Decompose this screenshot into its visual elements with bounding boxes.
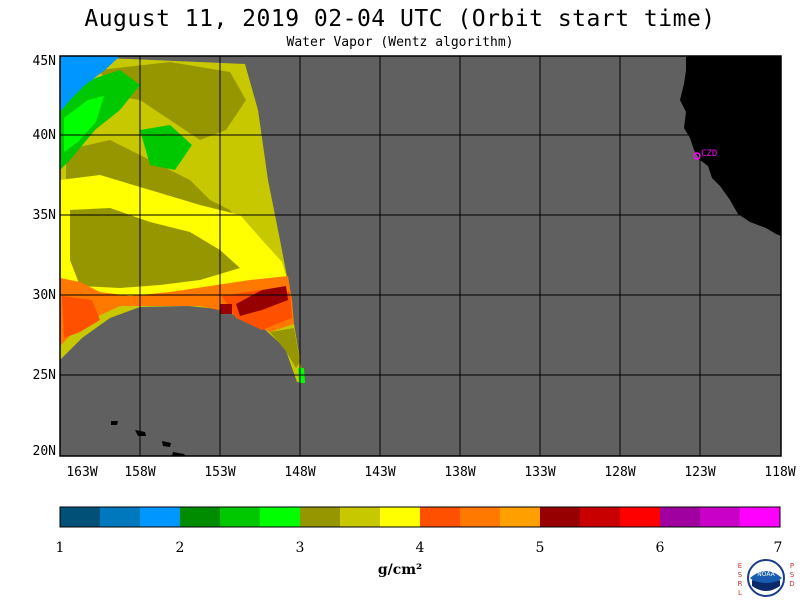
colorbar-tick-labels: 1 2 3 4 5 6 7 — [56, 540, 783, 556]
colorbar-tick: 7 — [774, 540, 783, 556]
water-vapor-map: CZD 45N 40N 35N 30N 25N 20N 163W 158W 15… — [33, 54, 796, 480]
colorbar-tick: 6 — [656, 540, 665, 556]
lon-label: 148W — [284, 465, 315, 480]
colorbar-swatch — [140, 507, 181, 527]
lon-label: 118W — [764, 465, 795, 480]
page-subtitle: Water Vapor (Wentz algorithm) — [286, 35, 514, 50]
logo-center-text: NOAA — [757, 571, 775, 578]
colorbar: 1 2 3 4 5 6 7 — [56, 506, 783, 556]
colorbar-swatch — [660, 507, 701, 527]
data-swath — [60, 56, 305, 383]
latitude-labels: 45N 40N 35N 30N 25N 20N — [33, 54, 56, 459]
lon-label: 138W — [444, 465, 475, 480]
page-title: August 11, 2019 02-04 UTC (Orbit start t… — [84, 6, 716, 32]
california-coast — [680, 56, 781, 236]
lon-label: 158W — [124, 465, 155, 480]
map-border — [59, 55, 782, 457]
lat-label: 45N — [33, 54, 56, 69]
colorbar-tick: 4 — [416, 540, 425, 556]
lat-label: 25N — [33, 368, 56, 383]
colorbar-swatch — [340, 507, 381, 527]
swath-olive-tip — [270, 328, 300, 368]
colorbar-tick: 5 — [536, 540, 545, 556]
lat-label: 35N — [33, 208, 56, 223]
station-czd: CZD — [693, 149, 717, 160]
lon-label: 163W — [66, 465, 97, 480]
lon-label: 153W — [204, 465, 235, 480]
hawaii-island-maui — [162, 441, 171, 447]
swath-green-north — [60, 70, 140, 170]
colorbar-swatch — [60, 507, 101, 527]
colorbar-tick: 1 — [56, 540, 65, 556]
swath-olive-north — [100, 62, 246, 140]
lat-label: 20N — [33, 444, 56, 459]
colorbar-swatch — [260, 507, 301, 527]
noaa-bird-shape — [750, 571, 782, 585]
colorbar-border — [59, 506, 781, 528]
colorbar-swatch — [100, 507, 141, 527]
colorbar-swatch — [580, 507, 621, 527]
lat-label: 30N — [33, 288, 56, 303]
hawaii-island-kauai — [111, 421, 118, 425]
lon-label: 133W — [524, 465, 555, 480]
colorbar-swatch — [500, 507, 541, 527]
lon-label: 123W — [684, 465, 715, 480]
lon-label: 143W — [364, 465, 395, 480]
map-frame: CZD — [59, 55, 782, 457]
colorbar-swatch — [220, 507, 261, 527]
colorbar-swatches — [60, 507, 781, 527]
swath-orange-band — [60, 276, 294, 346]
swath-bright-green — [64, 96, 104, 152]
station-label: CZD — [701, 149, 717, 159]
colorbar-tick: 2 — [176, 540, 185, 556]
lat-lon-grid — [60, 56, 781, 456]
swath-dark-red — [220, 286, 288, 316]
station-marker-icon — [693, 152, 701, 160]
colorbar-swatch — [700, 507, 741, 527]
colorbar-swatch — [540, 507, 581, 527]
hawaii-island-big — [172, 452, 186, 456]
swath-olive-inner — [70, 208, 240, 288]
colorbar-tick: 3 — [296, 540, 305, 556]
colorbar-swatch — [460, 507, 501, 527]
swath-red-orange — [62, 290, 292, 338]
swath-blue-corner — [60, 56, 120, 112]
colorbar-swatch — [380, 507, 421, 527]
lat-label: 40N — [33, 128, 56, 143]
colorbar-swatch — [180, 507, 221, 527]
colorbar-swatch — [740, 507, 781, 527]
colorbar-swatch — [620, 507, 661, 527]
lon-label: 128W — [604, 465, 635, 480]
colorbar-units: g/cm² — [377, 562, 423, 578]
colorbar-swatch — [420, 507, 461, 527]
longitude-labels: 163W 158W 153W 148W 143W 138W 133W 128W … — [66, 465, 795, 480]
noaa-wave — [752, 580, 780, 591]
swath-green-mid — [140, 125, 192, 170]
colorbar-swatch — [300, 507, 341, 527]
